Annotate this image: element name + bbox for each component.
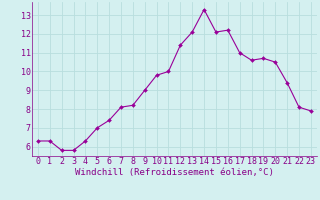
X-axis label: Windchill (Refroidissement éolien,°C): Windchill (Refroidissement éolien,°C) <box>75 168 274 177</box>
